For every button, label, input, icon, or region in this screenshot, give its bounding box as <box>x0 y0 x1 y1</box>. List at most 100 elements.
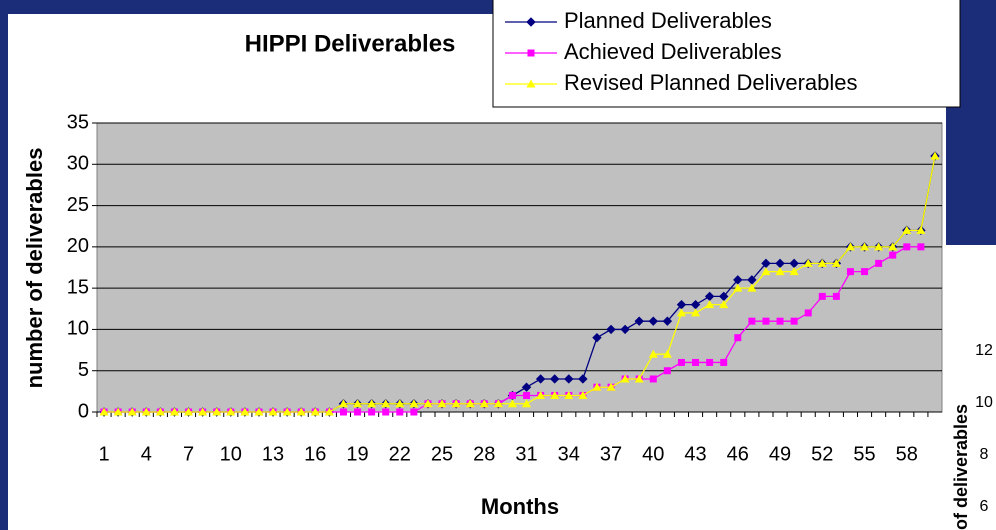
y-tick-label: 25 <box>67 194 89 216</box>
point <box>113 407 123 416</box>
point <box>761 267 771 276</box>
point <box>818 292 826 300</box>
y-tick-label: 35 <box>67 111 89 133</box>
chart-title: HIPPI Deliverables <box>245 30 456 57</box>
point <box>564 390 574 399</box>
point <box>720 358 728 366</box>
point <box>817 258 827 267</box>
point <box>198 407 208 416</box>
x-tick-label: 7 <box>183 443 194 465</box>
point <box>620 374 630 383</box>
x-tick-label: 13 <box>262 443 284 465</box>
background-y-label: of deliverables <box>951 404 971 530</box>
x-tick-label: 52 <box>811 443 833 465</box>
point <box>917 243 925 251</box>
point <box>875 259 883 267</box>
point <box>662 316 673 326</box>
point <box>874 242 884 251</box>
x-tick-label: 43 <box>684 443 706 465</box>
point <box>507 399 517 408</box>
x-tick-label: 1 <box>98 443 109 465</box>
point <box>141 407 151 416</box>
legend-label: Achieved Deliverables <box>564 39 782 64</box>
point <box>523 391 531 399</box>
point <box>634 374 644 383</box>
point <box>676 308 686 317</box>
plot-area <box>96 122 943 413</box>
point <box>861 268 869 276</box>
y-tick-label: 15 <box>67 276 89 298</box>
point <box>423 399 433 408</box>
x-tick-label: 40 <box>642 443 664 465</box>
point <box>606 382 616 391</box>
point <box>550 390 560 399</box>
x-tick-label: 58 <box>896 443 918 465</box>
x-tick-label: 46 <box>727 443 749 465</box>
point <box>578 374 588 384</box>
point <box>395 399 405 408</box>
y-tick-label: 30 <box>67 153 89 175</box>
point <box>620 324 630 335</box>
point <box>521 382 532 392</box>
point <box>354 408 362 416</box>
x-tick-label: 16 <box>304 443 326 465</box>
x-tick-label: 19 <box>346 443 368 465</box>
legend-label: Planned Deliverables <box>564 8 772 33</box>
point <box>592 332 602 343</box>
point <box>367 399 377 408</box>
background-y-tick-label: 12 <box>975 342 993 359</box>
point <box>888 242 898 251</box>
point <box>465 399 475 408</box>
point <box>282 407 292 416</box>
point <box>310 407 320 416</box>
y-tick-label: 20 <box>67 235 89 257</box>
point <box>734 334 742 342</box>
point <box>662 349 672 358</box>
point <box>451 399 461 408</box>
y-tick-label: 10 <box>67 318 89 340</box>
point <box>748 317 756 325</box>
point <box>648 316 658 326</box>
point <box>396 408 404 416</box>
point <box>296 407 306 416</box>
x-tick-label: 55 <box>853 443 875 465</box>
point <box>804 309 812 317</box>
point <box>353 399 363 408</box>
point <box>860 242 870 251</box>
point <box>527 49 535 57</box>
point <box>606 324 616 335</box>
point <box>526 79 536 88</box>
point <box>368 408 376 416</box>
point <box>845 242 855 251</box>
point <box>677 358 685 366</box>
point <box>536 390 546 399</box>
point <box>508 391 516 399</box>
point <box>578 390 588 399</box>
point <box>479 399 489 408</box>
point <box>410 408 418 416</box>
x-tick-label: 4 <box>141 443 152 465</box>
point <box>747 283 757 292</box>
point <box>437 399 447 408</box>
point <box>663 367 671 375</box>
point <box>535 374 546 384</box>
point <box>648 349 658 358</box>
background-y-tick-label: 6 <box>980 498 989 515</box>
point <box>184 407 194 416</box>
point <box>338 399 348 408</box>
point <box>916 225 926 234</box>
background-y-tick-label: 10 <box>975 394 993 411</box>
y-axis-label: number of deliverables <box>22 148 47 389</box>
point <box>550 374 560 384</box>
point <box>902 225 912 234</box>
point <box>381 399 391 408</box>
point <box>790 317 798 325</box>
x-tick-label: 22 <box>389 443 411 465</box>
point <box>776 317 784 325</box>
point <box>324 407 334 416</box>
point <box>803 258 813 267</box>
x-tick-label: 37 <box>600 443 622 465</box>
point <box>903 243 911 251</box>
background-y-tick-label: 8 <box>980 446 989 463</box>
